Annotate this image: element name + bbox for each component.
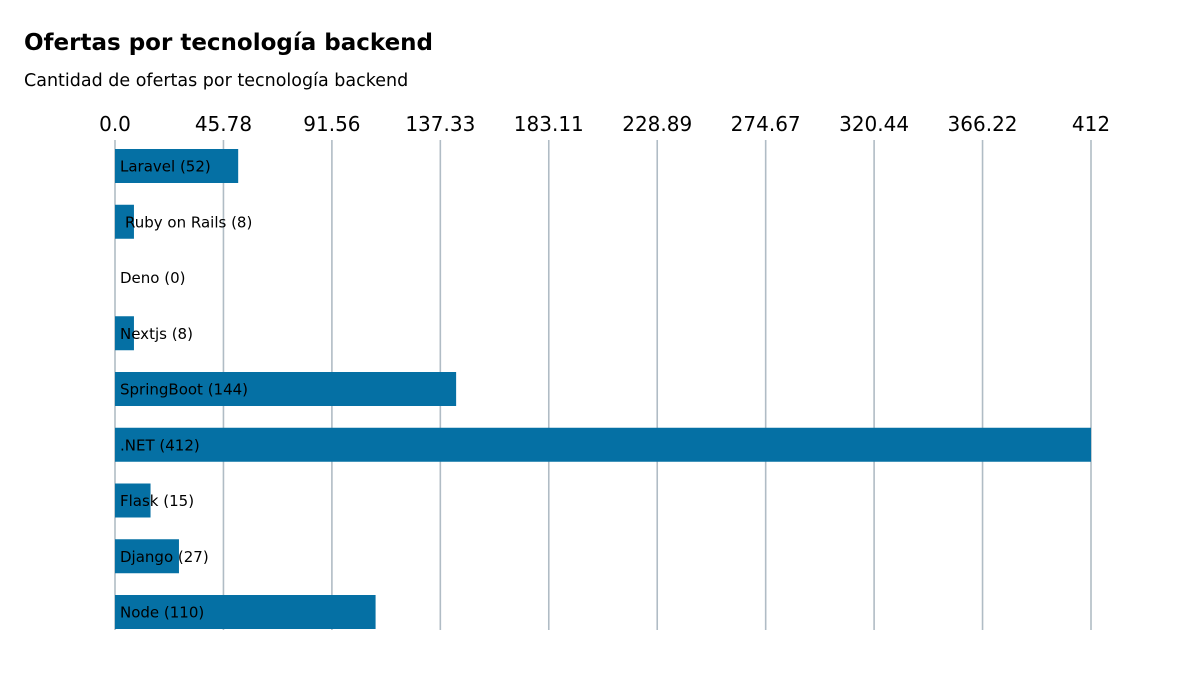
bar-label-7: Django (27)	[120, 548, 209, 566]
x-tick-label-3: 137.33	[405, 112, 475, 136]
bar-4	[115, 372, 457, 406]
bar-label-1: Ruby on Rails (8)	[125, 213, 252, 231]
x-tick-label-9: 412	[1072, 112, 1110, 136]
bar-3	[115, 316, 134, 351]
bar-6	[115, 483, 151, 518]
bar-label-2: Deno (0)	[120, 269, 185, 287]
bar-8	[115, 595, 376, 629]
x-tick-label-8: 366.22	[948, 112, 1018, 136]
bars	[115, 149, 1091, 629]
chart-subtitle: Cantidad de ofertas por tecnología backe…	[24, 71, 409, 91]
x-tick-label-5: 228.89	[622, 112, 692, 136]
bar-label-0: Laravel (52)	[120, 158, 211, 176]
chart-title: Ofertas por tecnología backend	[24, 30, 434, 56]
bar-labels: Laravel (52) Ruby on Rails (8) Deno (0) Nex…	[120, 158, 252, 622]
x-tick-label-1: 45.78	[195, 112, 252, 136]
bar-label-5: .NET (412)	[120, 436, 200, 454]
bar-label-3: Nextjs (8)	[120, 325, 193, 343]
bar-7	[115, 539, 179, 574]
x-tick-label-6: 274.67	[731, 112, 801, 136]
x-tick-label-2: 91.56	[303, 112, 360, 136]
bar-label-8: Node (110)	[120, 604, 204, 622]
x-tick-label-0: 0.0	[99, 112, 131, 136]
bar-label-4: SpringBoot (144)	[120, 381, 248, 399]
x-axis-ticks: 0.0 45.78 91.56 137.33 183.11 228.89 274.67 320…	[99, 112, 1110, 136]
x-tick-label-7: 320.44	[839, 112, 909, 136]
bar-5	[115, 427, 1091, 462]
x-tick-label-4: 183.11	[514, 112, 584, 136]
bar-1	[115, 204, 134, 239]
bar-label-6: Flask (15)	[120, 492, 194, 510]
bar-0	[115, 149, 239, 183]
